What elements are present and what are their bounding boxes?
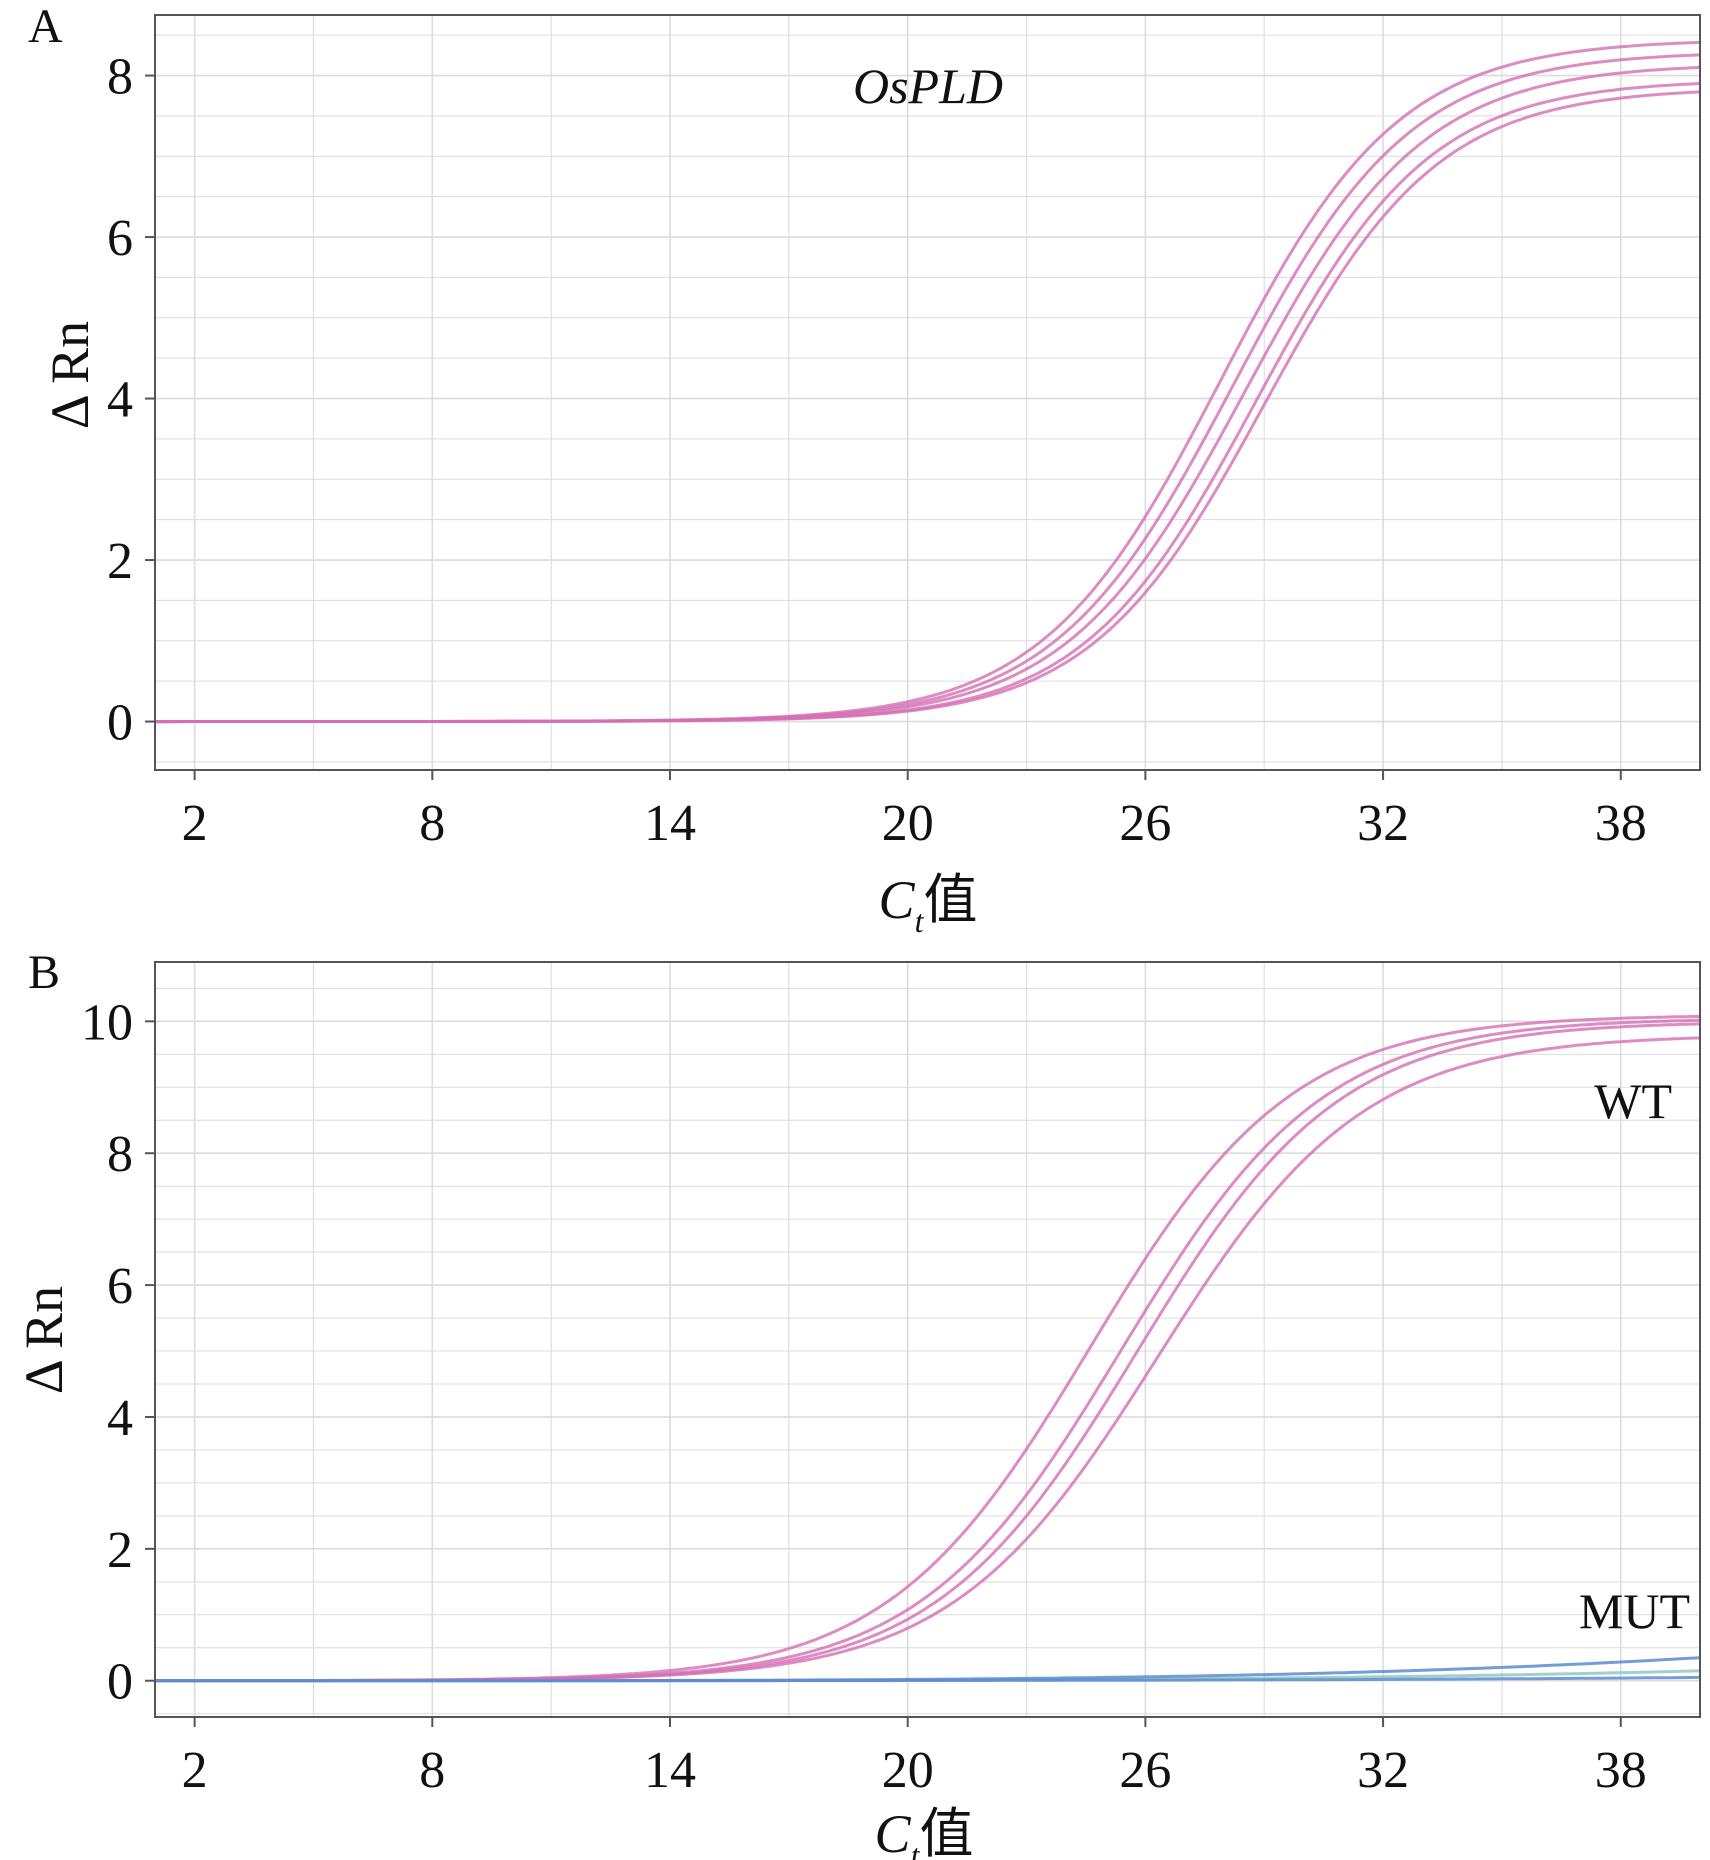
y-tick-label: 2 xyxy=(107,533,133,590)
x-tick-label: 38 xyxy=(1595,795,1647,852)
x-tick-label: 2 xyxy=(182,1742,208,1799)
y-tick-label: 0 xyxy=(107,1654,133,1711)
y-axis-label-a: Δ Rn xyxy=(40,321,100,429)
x-axis-label-a-sub: t xyxy=(915,903,925,939)
panel-a-letter: A xyxy=(28,0,63,53)
mut-series-line-3 xyxy=(155,1675,1701,1683)
y-tick-label: 4 xyxy=(107,1390,133,1447)
x-tick-label: 26 xyxy=(1119,1742,1171,1799)
x-tick-label: 26 xyxy=(1119,795,1171,852)
plot-area-a xyxy=(155,15,1700,770)
x-tick-label: 32 xyxy=(1357,795,1409,852)
x-tick-label: 14 xyxy=(644,1742,696,1799)
x-tick-label: 20 xyxy=(882,1742,934,1799)
y-axis-label-b: Δ Rn xyxy=(14,1286,74,1394)
x-axis-label-a: Ct值 xyxy=(879,870,978,939)
grid-a xyxy=(155,15,1700,770)
y-tick-label: 6 xyxy=(107,210,133,267)
gene-annotation: OsPLD xyxy=(853,58,1003,114)
x-tick-label: 14 xyxy=(644,795,696,852)
series-line-5 xyxy=(155,90,1701,724)
x-tick-label: 8 xyxy=(419,1742,445,1799)
y-tick-label: 2 xyxy=(107,1522,133,1579)
x-axis-label-a-suffix: 值 xyxy=(923,870,977,930)
plot-frame-b xyxy=(154,961,1701,1718)
y-tick-label: 6 xyxy=(107,1258,133,1315)
wt-annotation: WT xyxy=(1594,1073,1672,1129)
y-tick-label: 8 xyxy=(107,49,133,106)
x-tick-label: 20 xyxy=(882,795,934,852)
curves-b xyxy=(155,1014,1701,1683)
plot-frame-a xyxy=(154,14,1701,771)
panel-b-letter: B xyxy=(28,946,60,999)
y-tick-label: 8 xyxy=(107,1126,133,1183)
y-tick-label: 0 xyxy=(107,695,133,752)
y-tick-label: 4 xyxy=(107,372,133,429)
x-tick-label: 8 xyxy=(419,795,445,852)
x-axis-label-b-sub: t xyxy=(911,1837,921,1860)
x-axis-label-a-main: C xyxy=(879,870,916,930)
x-tick-label: 38 xyxy=(1595,1742,1647,1799)
x-axis-label-b: Ct值 xyxy=(875,1804,974,1860)
x-axis-label-b-suffix: 值 xyxy=(919,1804,973,1860)
grid-b xyxy=(155,962,1700,1717)
x-tick-label: 2 xyxy=(182,795,208,852)
x-tick-label: 32 xyxy=(1357,1742,1409,1799)
curves-a xyxy=(155,40,1701,724)
y-tick-label: 10 xyxy=(81,994,133,1051)
plot-area-b xyxy=(155,962,1700,1717)
x-axis-label-b-main: C xyxy=(875,1804,912,1860)
mut-annotation: MUT xyxy=(1579,1583,1690,1639)
